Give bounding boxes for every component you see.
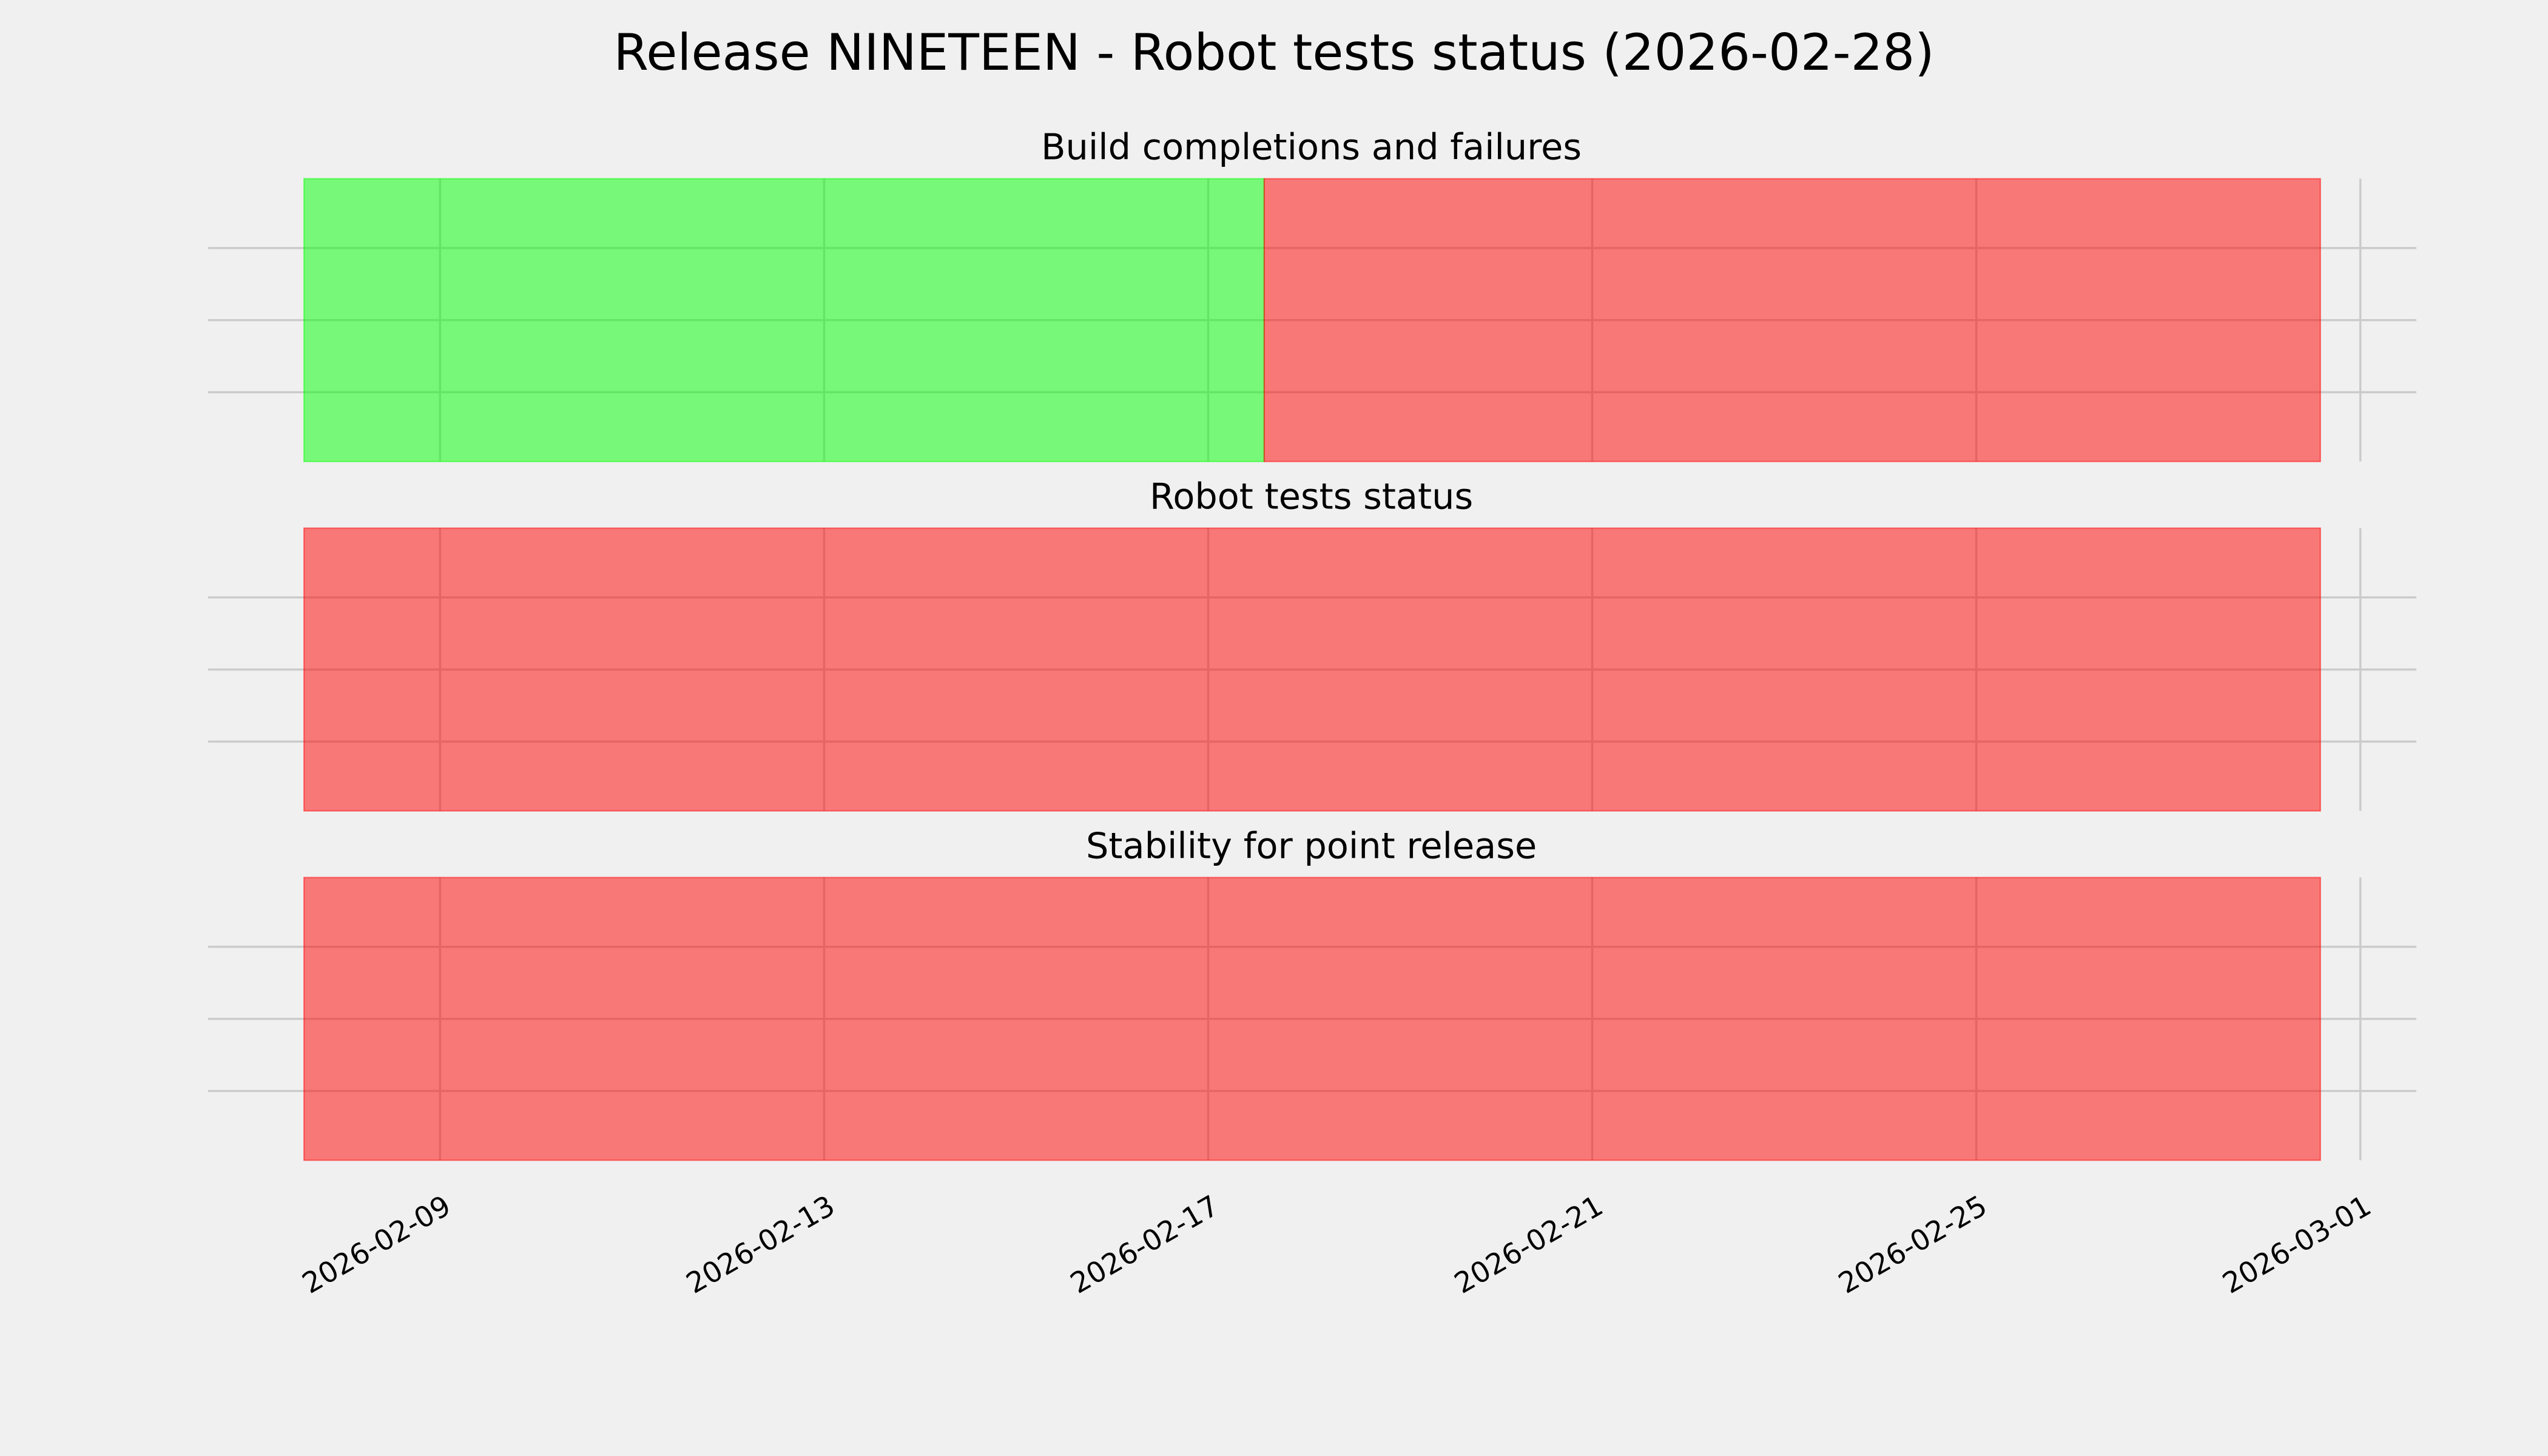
subplot-title: Robot tests status — [1150, 475, 1473, 517]
subplot-title: Stability for point release — [1086, 824, 1537, 866]
status-span-pass — [303, 178, 1265, 462]
status-span-fail — [303, 527, 2321, 812]
subplot-title: Build completions and failures — [1041, 126, 1582, 168]
status-span-fail — [303, 877, 2321, 1161]
subplot-2: Robot tests status — [207, 475, 2417, 812]
figure-title: Release NINETEEN - Robot tests status (2… — [613, 23, 1934, 82]
subplot-3: Stability for point release — [207, 824, 2417, 1161]
status-span-fail — [1263, 178, 2321, 462]
subplot-1: Build completions and failures — [207, 126, 2417, 462]
